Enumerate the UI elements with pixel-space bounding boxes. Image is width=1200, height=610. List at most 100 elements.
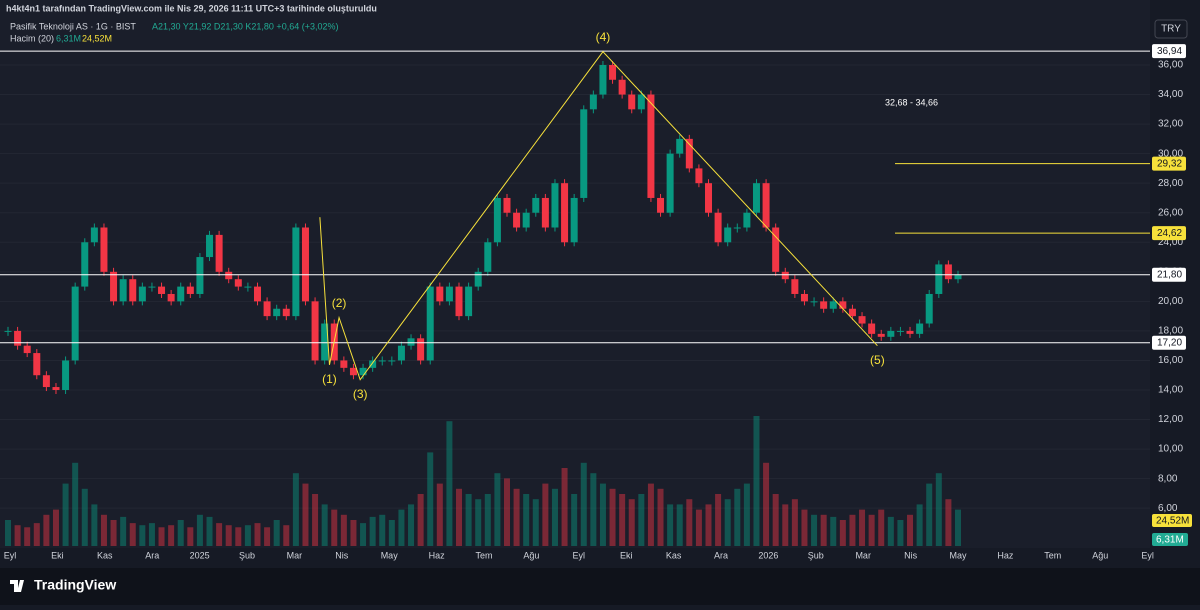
- candle: [321, 323, 329, 361]
- candle: [772, 227, 780, 272]
- x-tick-label: Kas: [97, 550, 113, 560]
- candle: [455, 286, 463, 317]
- candle: [484, 242, 492, 272]
- volume-bar: [110, 520, 117, 546]
- y-tick-label: 14,00: [1158, 385, 1183, 396]
- candle: [724, 227, 732, 243]
- volume-bar: [81, 488, 88, 546]
- candle: [916, 323, 924, 334]
- volume-bar: [417, 494, 424, 546]
- volume-value: 6,31M: [56, 33, 81, 43]
- candle: [810, 301, 818, 303]
- volume-bar: [772, 494, 779, 546]
- volume-bar: [705, 504, 712, 546]
- volume-bar: [72, 462, 79, 546]
- candle: [436, 286, 444, 302]
- y-tick-label: 18,00: [1158, 326, 1183, 337]
- candle: [685, 138, 693, 169]
- volume-bar: [695, 509, 702, 546]
- x-tick-label: Ağu: [1092, 550, 1108, 560]
- candle: [752, 183, 760, 213]
- volume-bar: [619, 494, 626, 546]
- candle: [791, 279, 799, 294]
- volume-bar: [62, 483, 69, 546]
- volume-bar: [897, 520, 904, 546]
- level-tag: [1152, 335, 1186, 350]
- candle: [273, 308, 281, 317]
- volume-bar: [187, 527, 194, 546]
- volume-bar: [571, 494, 578, 546]
- candle: [62, 360, 70, 390]
- y-tick-label: 6,00: [1158, 503, 1178, 514]
- candle: [666, 153, 674, 213]
- volume-bar: [647, 483, 654, 546]
- symbol: Pasifik Teknoloji AS · 1G · BIST: [10, 21, 136, 31]
- volume-bar: [724, 499, 731, 546]
- volume-bar: [878, 509, 885, 546]
- candle: [253, 286, 261, 302]
- volume-bar: [369, 516, 376, 546]
- volume-bar: [839, 520, 846, 546]
- x-tick-label: Nis: [335, 550, 348, 560]
- level-tag: [1152, 267, 1186, 282]
- candle: [944, 264, 952, 280]
- volume-bar: [551, 488, 558, 546]
- candle: [129, 279, 137, 302]
- x-tick-label: 2025: [190, 550, 210, 560]
- candle: [119, 279, 127, 302]
- candle: [42, 375, 50, 388]
- volume-bar: [33, 523, 40, 546]
- candle: [23, 345, 31, 354]
- volume-bar: [465, 494, 472, 546]
- zone-note: 32,68 - 34,66: [885, 97, 938, 107]
- candle: [705, 183, 713, 213]
- volume-bar: [129, 523, 136, 546]
- volume-bar: [599, 483, 606, 546]
- candle: [676, 138, 684, 154]
- currency-box[interactable]: [1154, 19, 1188, 39]
- vol-ma-tag: [1152, 514, 1192, 527]
- volume-bar: [408, 504, 415, 546]
- candle: [925, 293, 933, 324]
- volume-bar: [830, 516, 837, 546]
- x-tick-label: Şub: [239, 550, 255, 560]
- volume-ma-value: 24,52M: [82, 33, 112, 43]
- plot: 6,008,0010,0012,0014,0016,0018,0020,0022…: [0, 30, 1192, 560]
- candle: [465, 286, 473, 317]
- candle: [4, 330, 12, 332]
- candle: [868, 323, 876, 334]
- candle: [359, 367, 367, 376]
- candle: [138, 286, 146, 302]
- candle: [637, 94, 645, 110]
- volume-bar: [312, 494, 319, 546]
- volume-bar: [791, 499, 798, 546]
- currency[interactable]: TRY: [1161, 24, 1181, 35]
- candle: [954, 274, 962, 280]
- volume-bar: [456, 488, 463, 546]
- volume-bar: [542, 483, 549, 546]
- candle: [848, 308, 856, 317]
- volume-bar: [244, 525, 251, 546]
- candle: [935, 264, 943, 294]
- x-tick-label: 2026: [758, 550, 778, 560]
- y-tick-label: 16,00: [1158, 355, 1183, 366]
- volume-bar: [955, 509, 961, 546]
- volume-bar: [5, 520, 11, 546]
- candle: [820, 301, 828, 309]
- volume-bar: [158, 527, 165, 546]
- volume-bar: [292, 473, 299, 546]
- volume-bar: [590, 473, 597, 546]
- candle: [311, 301, 319, 361]
- vol-ma-label: 24,52M: [1156, 516, 1189, 527]
- x-tick-label: Tem: [1044, 550, 1061, 560]
- candle: [110, 271, 118, 302]
- candle: [71, 286, 79, 361]
- volume-bar: [907, 514, 914, 546]
- volume-bar: [436, 483, 443, 546]
- candle: [225, 271, 233, 280]
- candle: [522, 212, 530, 228]
- x-tick-label: Eki: [51, 550, 64, 560]
- candle: [52, 387, 60, 390]
- wave-line: [319, 50, 878, 381]
